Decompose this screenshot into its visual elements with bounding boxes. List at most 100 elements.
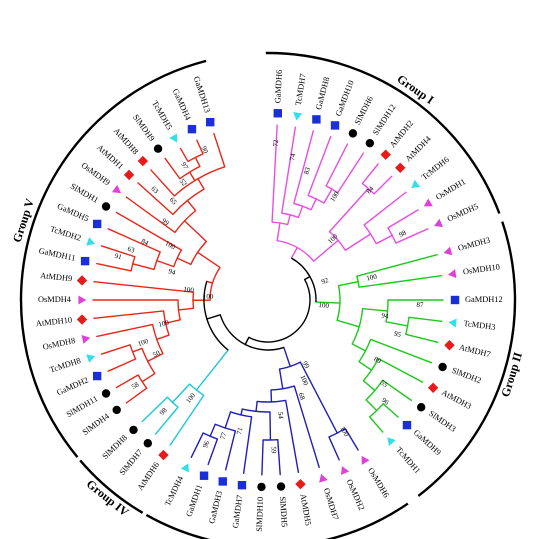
bootstrap-value: 96 (380, 396, 391, 407)
leaf-label: TcMDH6 (420, 155, 451, 182)
ga-marker-icon (330, 121, 340, 130)
group-label: Group II (498, 350, 525, 399)
tree-branch (240, 408, 244, 416)
leaf-label: TcMDH5 (150, 99, 174, 131)
bootstrap-value: 100 (298, 374, 310, 387)
tree-branch (358, 274, 442, 288)
tree-branch (277, 438, 281, 476)
tree-branch (368, 416, 384, 433)
bootstrap-value: 89 (373, 355, 383, 366)
leaf-label: OsMDH5 (446, 202, 480, 224)
tree-branch (137, 182, 174, 216)
tree-branch (385, 321, 409, 327)
at-marker-icon (380, 149, 391, 160)
tree-branch (242, 416, 253, 474)
tree-branch (164, 319, 181, 324)
bootstrap-value: 95 (393, 330, 402, 340)
leaf-label: AtMDH9 (40, 271, 73, 283)
leaf-label: GaMDH11 (38, 246, 76, 263)
tree-branch (100, 245, 136, 258)
tree-branch (315, 301, 341, 304)
tree-branch (115, 211, 183, 251)
bootstrap-value: 100 (318, 301, 330, 310)
tree-branch (313, 239, 339, 262)
sl-marker-icon (276, 482, 286, 491)
tree-branch (96, 262, 132, 272)
leaf-label: SlMDH4 (81, 411, 112, 437)
tree-branch (328, 187, 370, 233)
leaf-label: TcMDH2 (49, 224, 82, 242)
tree-branch (328, 436, 340, 461)
tree-node-arc (248, 279, 311, 343)
tree-branch (283, 346, 289, 360)
tree-branch (307, 135, 332, 197)
tree-branch (375, 234, 393, 245)
os-marker-icon (319, 473, 328, 483)
tc-marker-icon (180, 463, 189, 473)
sl-marker-icon (153, 144, 163, 153)
tree-branches (92, 124, 444, 476)
tree-branch (141, 372, 156, 383)
leaf-label: AtMDH1 (95, 143, 125, 171)
tree-branch (323, 188, 333, 204)
ga-marker-icon (312, 115, 321, 124)
tree-branch (351, 343, 367, 352)
bootstrap-value: 97 (179, 161, 190, 172)
leaf-label: TcMDH7 (294, 73, 308, 106)
leaf-label: SlMDH2 (451, 366, 483, 385)
tree-branch (358, 361, 373, 371)
tree-branch (337, 152, 365, 194)
bootstrap-value: 59 (270, 446, 278, 454)
tree-branch (408, 316, 443, 323)
tree-branch (177, 307, 195, 311)
tree-branch (197, 178, 205, 190)
tree-branch (150, 169, 176, 197)
bootstrap-value: 54 (276, 411, 285, 419)
group-arcs (19, 51, 517, 539)
leaf-label: GaMDH13 (192, 75, 212, 114)
tree-branch (369, 338, 433, 364)
tree-branch (100, 344, 131, 355)
tc-marker-icon (411, 179, 421, 189)
tree-branch (224, 430, 237, 471)
tree-branch (186, 199, 197, 212)
bootstrap-value: 94 (168, 267, 177, 277)
tree-branch (214, 349, 229, 368)
bootstrap-value: 84 (140, 237, 150, 247)
bootstrap-value: 55 (379, 378, 390, 389)
bootstrap-value: 90 (200, 145, 210, 155)
sl-marker-icon (112, 405, 121, 415)
sl-marker-icon (101, 389, 111, 398)
sl-marker-icon (416, 403, 426, 412)
tree-branch (362, 380, 376, 392)
tree-branch (381, 379, 413, 402)
leaf-label: OsMDH1 (434, 177, 467, 202)
tree-branch (156, 259, 175, 268)
bootstrap-value: 100 (338, 425, 350, 439)
tree-branch (373, 175, 393, 195)
tree-branch (278, 368, 284, 390)
bootstrap-value: 71 (235, 426, 244, 435)
leaf-label: GaMDH10 (334, 79, 356, 117)
leaf-label: SlMDH6 (353, 95, 375, 126)
os-marker-icon (423, 198, 433, 207)
group-iii-arc (145, 502, 409, 539)
bootstrap-value: 99 (301, 360, 312, 370)
bootstrap-value: 84 (365, 184, 376, 195)
bootstrap-value: 63 (126, 245, 136, 255)
at-marker-icon (427, 382, 439, 393)
bootstrap-value: 98 (158, 406, 169, 417)
bootstrap-value: 72 (272, 139, 280, 147)
at-marker-icon (76, 275, 88, 286)
leaf-label: AtMDH6 (136, 460, 161, 492)
bootstrap-value: 100 (366, 272, 378, 282)
leaf-label: OsMDH7 (322, 487, 340, 521)
bootstrap-value: 83 (302, 166, 312, 176)
leaf-label: GaMDH3 (207, 490, 224, 525)
leaf-label: AtMDH8 (112, 126, 140, 156)
os-marker-icon (341, 466, 350, 476)
tree-branch (310, 198, 317, 211)
leaf-label: SlMDH1 (69, 182, 100, 205)
tree-branch (344, 233, 372, 251)
tree-branch (132, 263, 155, 271)
